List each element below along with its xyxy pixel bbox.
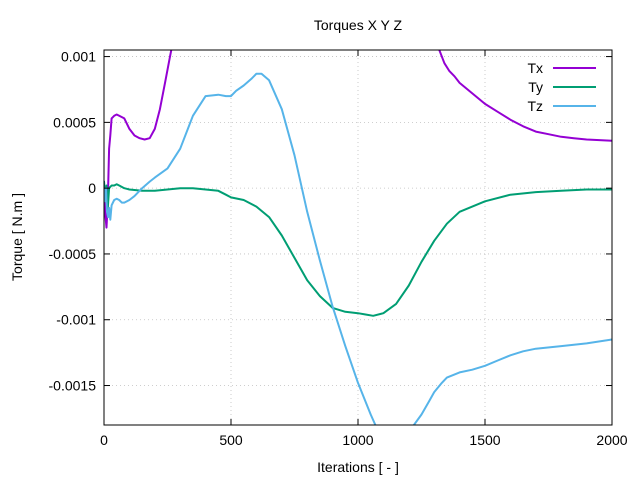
axis-ticks: [103, 50, 613, 425]
y-tick-label: -0.001: [56, 312, 96, 328]
series-line-tz: [104, 72, 612, 425]
y-tick-label: -0.0005: [49, 246, 97, 262]
y-tick-label: -0.0015: [49, 378, 97, 394]
legend-label-tx: Tx: [527, 60, 543, 76]
chart-title: Torques X Y Z: [314, 17, 403, 33]
x-tick-label: 0: [100, 432, 108, 448]
legend: Tx Ty Tz: [527, 60, 596, 114]
y-tick-label: 0.0005: [53, 114, 96, 130]
tick-labels: 0 500 1000 1500 2000 0.001 0.0005 0 -0.0005 -0.00…: [49, 49, 628, 448]
x-tick-label: 500: [219, 432, 243, 448]
x-axis-label: Iterations [ - ]: [317, 459, 399, 475]
y-tick-label: 0.001: [61, 49, 96, 65]
x-tick-label: 1500: [469, 432, 500, 448]
x-tick-label: 1000: [342, 432, 373, 448]
legend-label-ty: Ty: [528, 79, 543, 95]
legend-label-tz: Tz: [527, 98, 543, 114]
x-tick-label: 2000: [596, 432, 627, 448]
series-line-ty: [104, 180, 612, 317]
y-axis-label: Torque [ N.m ]: [9, 193, 25, 281]
y-tick-label: 0: [88, 180, 96, 196]
series-line-tx: [104, 50, 612, 229]
series-group: [104, 50, 612, 425]
